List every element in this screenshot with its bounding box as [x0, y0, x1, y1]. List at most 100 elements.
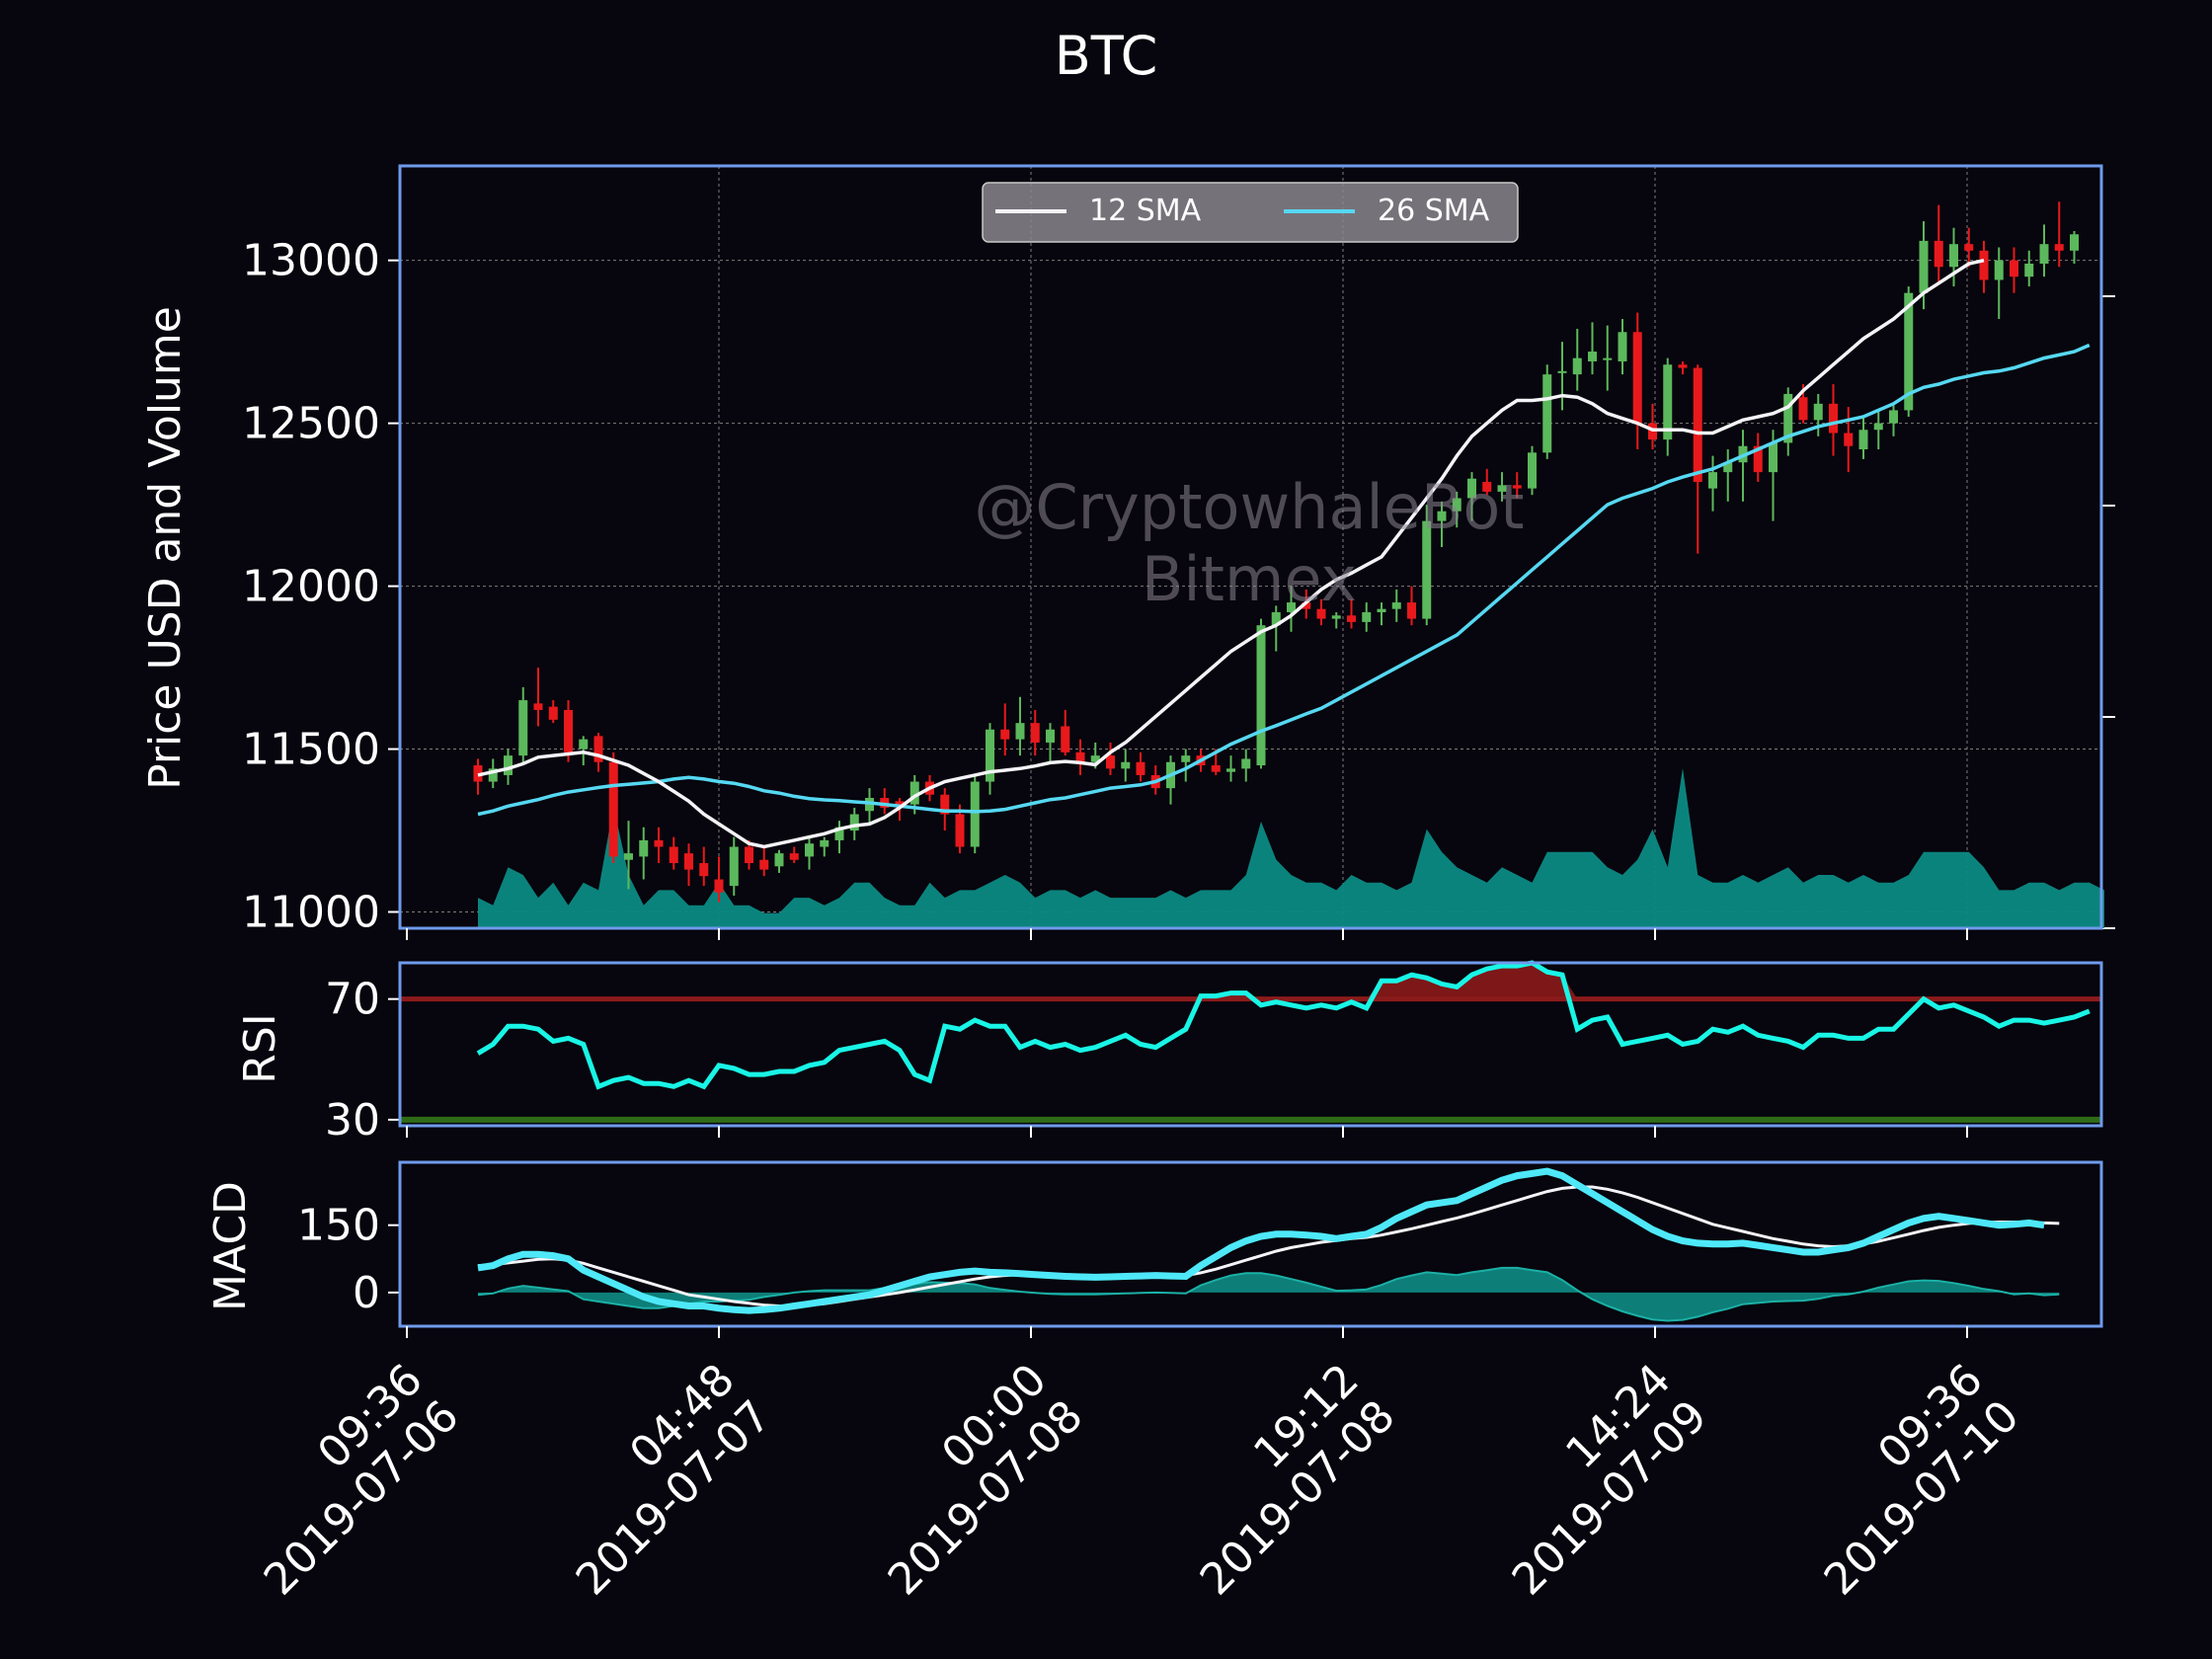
candle-body	[608, 761, 618, 857]
candle-body	[1919, 240, 1929, 293]
candle-body	[1708, 472, 1717, 489]
candle-body	[624, 853, 633, 860]
sma-12-line	[477, 258, 1985, 849]
legend: 12 SMA 26 SMA	[982, 182, 1519, 243]
candle-body	[1798, 397, 1808, 421]
candle-body	[488, 768, 498, 782]
price-ytick-label: 11000	[242, 888, 380, 938]
candle-body	[820, 839, 830, 847]
candle-body	[1226, 768, 1235, 772]
candle-body	[593, 736, 603, 762]
candle-body	[1377, 608, 1386, 612]
macd-ytick-label: 0	[353, 1268, 380, 1318]
candle-body	[1873, 423, 1883, 431]
candle-body	[1572, 357, 1582, 375]
candle-body	[1015, 723, 1025, 740]
candle-body	[1588, 352, 1597, 361]
candle-body	[909, 781, 919, 805]
candle-body	[1753, 445, 1763, 473]
candle-body	[1813, 403, 1823, 421]
price-panel: 11000 11500 12000 12500 13000 Price USD and V…	[140, 164, 2115, 938]
macd-line	[477, 1167, 2045, 1314]
sma-26-line	[477, 343, 2091, 817]
price-ytick-label: 12500	[242, 399, 380, 449]
macd-ytick-label: 150	[297, 1201, 380, 1251]
watermark-handle: @CryptowhaleBot	[974, 471, 1524, 543]
candle-body	[1829, 403, 1838, 434]
rsi-ytick-label: 30	[325, 1095, 380, 1146]
rsi-ytick-label: 70	[325, 975, 380, 1025]
candle-body	[654, 839, 664, 847]
candle-body	[669, 846, 678, 864]
candle-body	[1241, 758, 1251, 769]
price-ytick-label: 13000	[242, 236, 380, 286]
candle-body	[1497, 485, 1507, 492]
candle-body	[1030, 723, 1040, 743]
candle-body	[1467, 478, 1476, 499]
candle-body	[1331, 615, 1341, 619]
price-ylabel: Price USD and Volume	[140, 306, 191, 790]
price-ytick-label: 11500	[242, 725, 380, 775]
candle-body	[805, 843, 814, 857]
macd-ylabel: MACD	[205, 1181, 256, 1311]
volume-area	[478, 767, 2104, 928]
candle-body	[1090, 755, 1100, 762]
candle-body	[1844, 433, 1854, 446]
candle-body	[564, 709, 573, 752]
candle-body	[1663, 364, 1673, 440]
rsi-line	[476, 960, 2091, 1090]
candle-body	[1061, 726, 1070, 752]
candle-body	[1934, 240, 1943, 268]
candle-body	[1316, 608, 1326, 619]
candle-body	[774, 853, 784, 867]
candle-body	[533, 703, 543, 710]
watermark-exchange: Bitmex	[1142, 543, 1357, 615]
candle-body	[2024, 263, 2034, 277]
candle-body	[1271, 611, 1281, 626]
candle-body	[940, 794, 950, 815]
candle-body	[548, 706, 558, 720]
candle-body	[1211, 765, 1221, 772]
candle-body	[1678, 364, 1688, 368]
candle-body	[1979, 250, 1989, 280]
candle-body	[1858, 430, 1868, 450]
legend-label-26-sma: 26 SMA	[1378, 194, 1490, 228]
macd-panel-frame	[398, 1160, 2103, 1328]
candle-body	[1437, 511, 1447, 521]
candle-body	[1542, 374, 1552, 453]
candle-body	[684, 853, 693, 870]
candle-body	[1121, 761, 1131, 769]
candle-body	[1769, 442, 1778, 473]
candle-body	[1256, 625, 1266, 766]
candle-body	[1407, 602, 1416, 619]
candle-body	[1302, 602, 1311, 609]
candle-body	[1949, 244, 1958, 268]
candle-body	[1783, 393, 1793, 443]
candle-body	[1452, 498, 1462, 512]
chart-title: BTC	[1055, 25, 1158, 87]
rsi-panel: 30 70 RSI	[235, 960, 2103, 1146]
candle-body	[1904, 292, 1914, 411]
candle-body	[895, 801, 905, 805]
candle-body	[1693, 367, 1702, 483]
candle-body	[2054, 244, 2064, 251]
candle-body	[1000, 729, 1010, 740]
macd-histogram-area	[478, 1267, 2060, 1321]
candle-body	[1482, 482, 1492, 492]
candle-body	[1136, 761, 1146, 775]
candle-body	[1512, 485, 1522, 489]
candle-body	[1889, 410, 1898, 424]
candle-body	[789, 853, 799, 860]
candle-body	[1181, 755, 1191, 762]
candle-body	[834, 827, 844, 840]
candle-body	[2010, 260, 2018, 277]
candle-body	[518, 700, 528, 756]
macd-panel: 0 150 MACD	[205, 1160, 2103, 1328]
candle-body	[1557, 370, 1567, 373]
candle-body	[849, 814, 859, 831]
candle-body	[1528, 452, 1537, 489]
candle-body	[970, 781, 980, 847]
candle-body	[986, 729, 994, 782]
